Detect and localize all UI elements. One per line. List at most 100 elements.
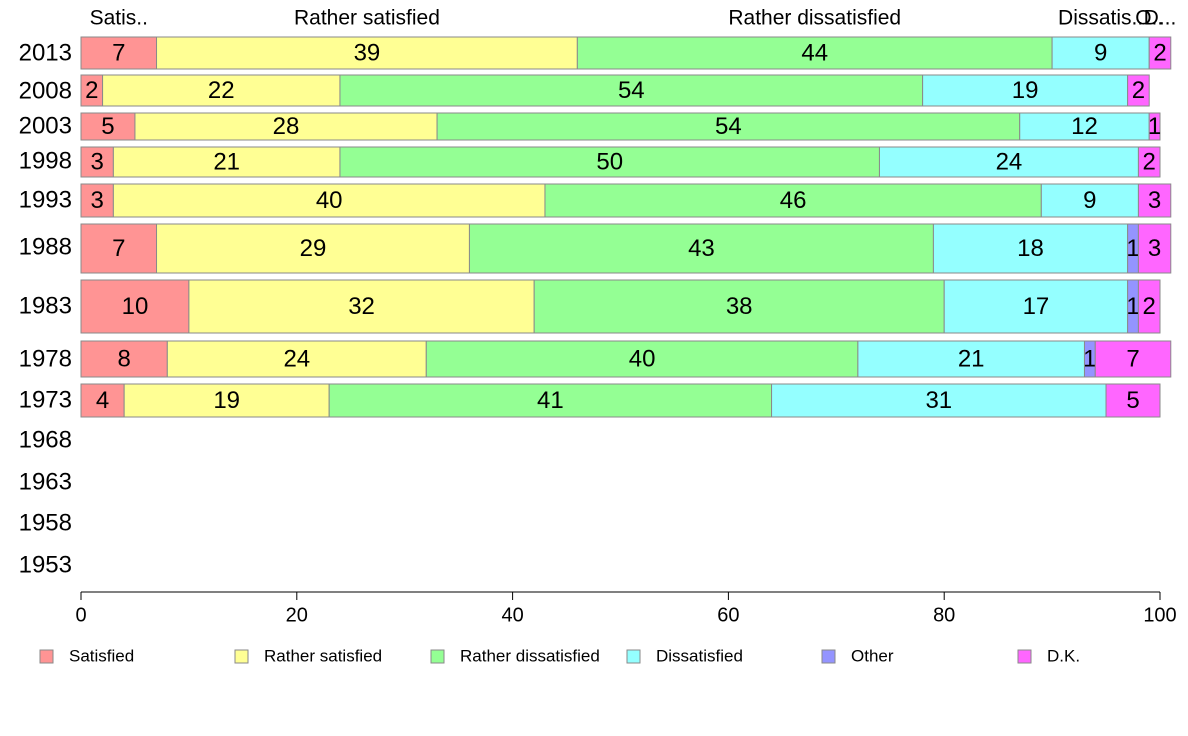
legend-label-4: Other [851, 646, 894, 665]
top-label-4: O.. [1135, 7, 1163, 30]
bar-1973-series-2 [328, 383, 773, 418]
legend-swatch-5 [1017, 649, 1032, 664]
x-axis: 0 20 40 60 80 100 [75, 591, 1177, 626]
bar-value-label: 4 [96, 387, 109, 414]
bar-1983-series-5 [1137, 279, 1161, 334]
bar-value-label: 31 [925, 387, 952, 414]
bar-value-label: 3 [1148, 235, 1161, 262]
bar-value-label: 7 [1126, 345, 1139, 372]
bar-value-label: 8 [117, 345, 130, 372]
top-label-0: Satis.. [90, 7, 148, 30]
year-label-2003: 2003 [19, 112, 72, 139]
bar-1998-series-5 [1137, 146, 1161, 178]
bar-value-label: 21 [958, 345, 985, 372]
bar-value-label: 10 [122, 293, 149, 320]
legend-swatch-0 [39, 649, 54, 664]
bar-value-label: 21 [213, 148, 240, 175]
bar-1988-series-2 [468, 223, 934, 274]
bar-value-label: 40 [629, 345, 656, 372]
bar-2008-series-2 [339, 74, 924, 107]
legend-swatch-1 [234, 649, 249, 664]
bar-value-label: 18 [1017, 235, 1044, 262]
year-label-1963: 1963 [19, 468, 72, 495]
bar-value-label: 2 [1153, 39, 1166, 66]
year-label-1958: 1958 [19, 509, 72, 536]
bar-value-label: 3 [1148, 187, 1161, 214]
x-tick-label: 60 [717, 604, 739, 626]
legend: Satisfied Rather satisfied Rather dissatis… [39, 646, 1080, 665]
bar-value-label: 39 [354, 39, 381, 66]
bar-1983-series-1 [188, 279, 535, 334]
bar-2003-series-1 [134, 112, 438, 141]
year-label-1973: 1973 [19, 386, 72, 413]
bar-1998-series-1 [112, 146, 341, 178]
legend-swatch-3 [626, 649, 641, 664]
top-category-labels: Satis.. Rather satisfied Rather dissatisfi… [90, 7, 1177, 30]
bar-value-label: 32 [348, 293, 375, 320]
bar-value-label: 46 [780, 187, 807, 214]
year-axis-labels: 2013 2008 2003 1998 1993 1988 1983 1978 1973 1968… [19, 39, 72, 578]
bar-2013-series-5 [1148, 36, 1172, 70]
bar-1998-series-2 [339, 146, 880, 178]
bar-value-label: 28 [273, 113, 300, 140]
bar-value-label: 7 [112, 235, 125, 262]
bar-1998-series-0 [80, 146, 114, 178]
x-tick-label: 40 [501, 604, 523, 626]
bar-1983-series-3 [943, 279, 1129, 334]
legend-label-5: D.K. [1047, 646, 1080, 665]
year-label-1998: 1998 [19, 147, 72, 174]
top-label-2: Rather dissatisfied [728, 7, 901, 30]
bar-value-label: 54 [715, 113, 742, 140]
bar-value-label: 5 [101, 113, 114, 140]
bar-value-label: 1 [1148, 113, 1161, 140]
bar-value-label: 41 [537, 387, 564, 414]
bar-1978-series-0 [80, 340, 168, 378]
bar-1993-series-1 [112, 183, 546, 218]
bar-1988-series-1 [156, 223, 470, 274]
bar-value-label: 2 [1143, 148, 1156, 175]
bar-1973-series-3 [771, 383, 1107, 418]
bar-1978-series-3 [857, 340, 1085, 378]
bar-1978-series-1 [166, 340, 427, 378]
bar-value-label: 29 [300, 235, 327, 262]
year-label-1988: 1988 [19, 233, 72, 260]
bar-value-label: 19 [213, 387, 240, 414]
bar-value-label: 2 [1143, 293, 1156, 320]
bar-1988-series-0 [80, 223, 158, 274]
bar-value-label: 12 [1071, 113, 1098, 140]
bar-2013-series-1 [156, 36, 578, 70]
year-label-1993: 1993 [19, 186, 72, 213]
bar-1988-series-3 [932, 223, 1129, 274]
bar-value-label: 43 [688, 235, 715, 262]
bar-value-label: 3 [91, 148, 104, 175]
legend-label-2: Rather dissatisfied [460, 646, 600, 665]
bar-1978-series-5 [1094, 340, 1172, 378]
year-label-1953: 1953 [19, 551, 72, 578]
bar-2008-series-5 [1127, 74, 1150, 107]
top-label-5: D... [1144, 7, 1177, 30]
x-tick-label: 80 [933, 604, 955, 626]
bar-value-label: 1 [1126, 235, 1139, 262]
top-label-1: Rather satisfied [294, 7, 440, 30]
bar-2003-series-5 [1148, 112, 1161, 141]
bar-value-label: 44 [801, 39, 828, 66]
bar-value-label: 24 [996, 148, 1023, 175]
bar-value-label: 24 [283, 345, 310, 372]
bar-2008-series-1 [102, 74, 341, 107]
bar-1988-series-5 [1137, 223, 1172, 274]
bar-value-label: 3 [91, 187, 104, 214]
x-tick-label: 20 [286, 604, 308, 626]
bar-value-label: 50 [596, 148, 623, 175]
bar-1993-series-5 [1137, 183, 1172, 218]
top-label-3: Dissatis.. [1058, 7, 1143, 30]
legend-swatch-4 [821, 649, 836, 664]
bar-1973-series-5 [1105, 383, 1161, 418]
legend-label-3: Dissatisfied [656, 646, 743, 665]
bar-value-label: 38 [726, 293, 753, 320]
legend-label-1: Rather satisfied [264, 646, 382, 665]
bar-value-label: 7 [112, 39, 125, 66]
bar-value-label: 2 [1132, 77, 1145, 104]
bar-1983-series-2 [533, 279, 945, 334]
bar-value-label: 9 [1094, 39, 1107, 66]
